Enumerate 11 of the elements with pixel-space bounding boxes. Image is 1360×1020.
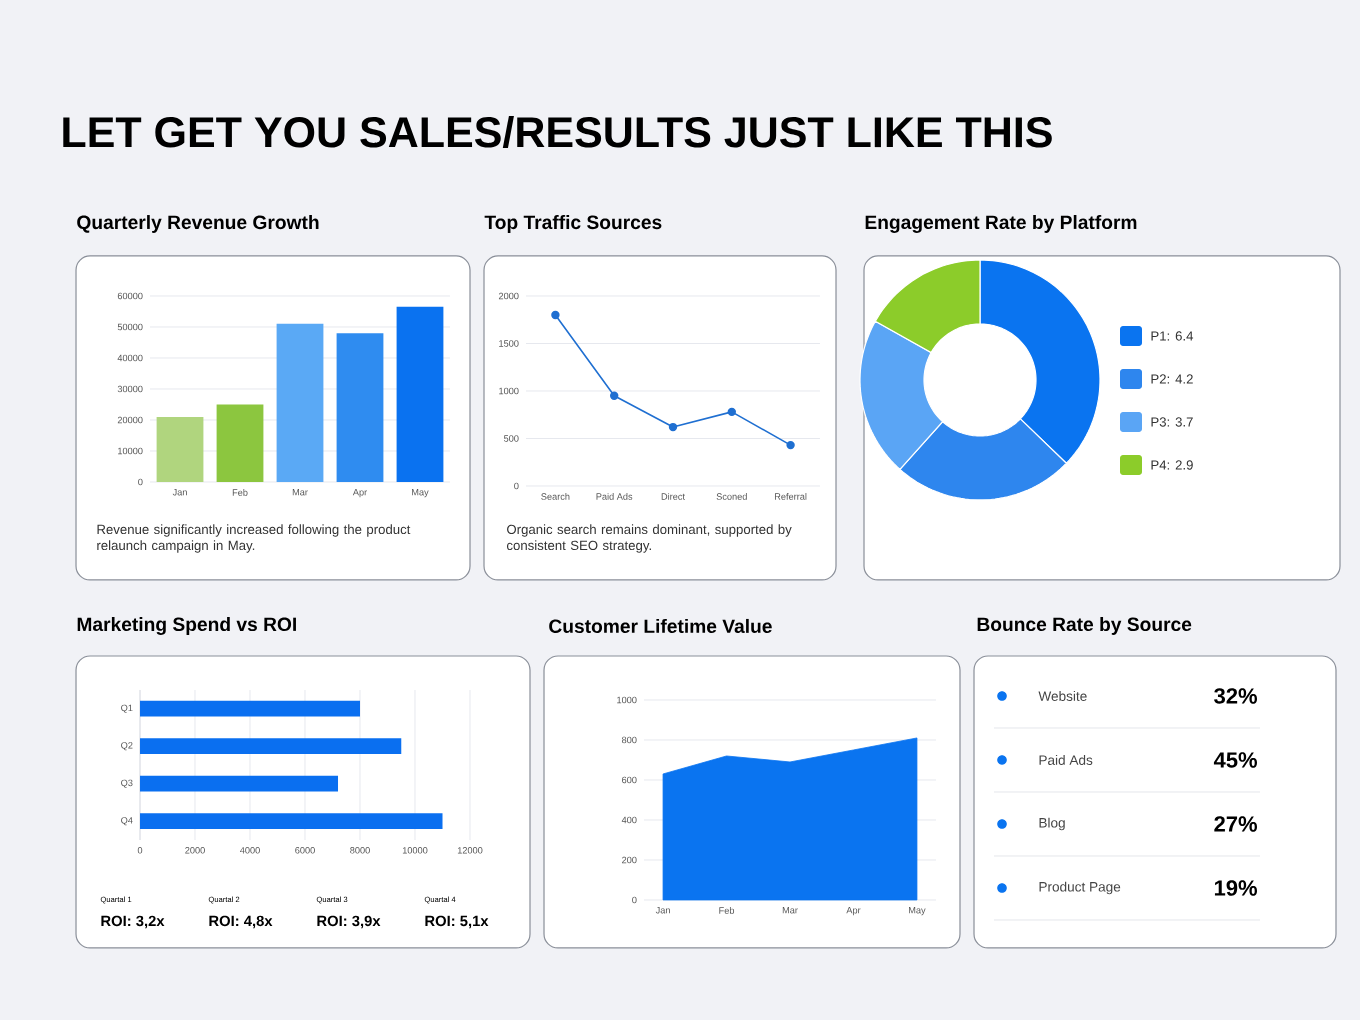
text: Bounce Rate by Source: [977, 617, 1192, 635]
chart-title: Customer Lifetime Value: [549, 618, 772, 634]
chart-title: Engagement Rate by Platform: [865, 215, 1137, 233]
text: 27%: [1214, 816, 1258, 832]
chart-title: Marketing Spend vs ROI: [77, 617, 296, 635]
chart-title: Top Traffic Sources: [484, 215, 662, 233]
text: 45%: [1213, 752, 1258, 768]
text: 19%: [1214, 880, 1258, 896]
text: 32%: [1214, 688, 1258, 704]
text: LET GET YOU SALES/RESULTS JUST LIKE THIS: [63, 115, 1052, 148]
chart-title: Quarterly Revenue Growth: [77, 215, 319, 233]
